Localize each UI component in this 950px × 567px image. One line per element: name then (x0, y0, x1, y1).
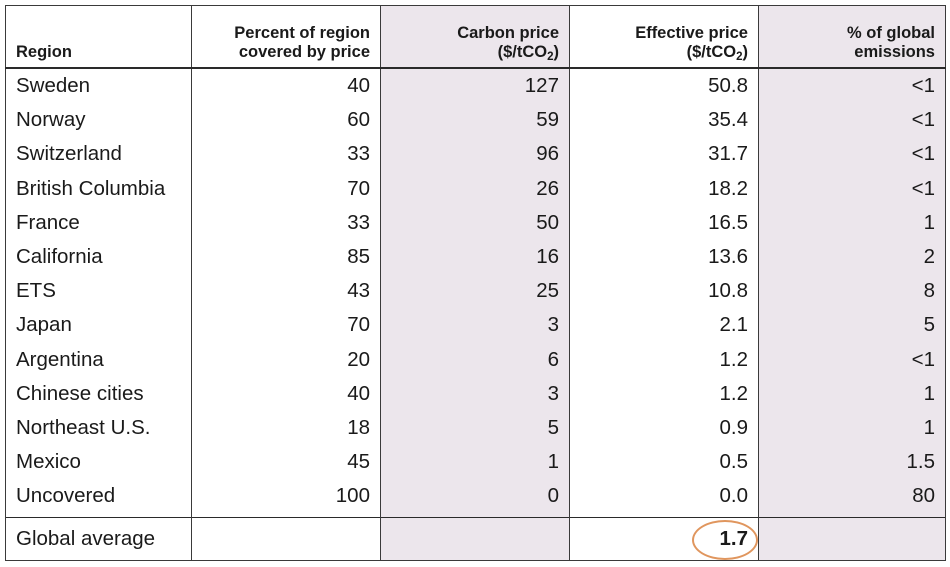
cell-global-share: 2 (758, 239, 946, 275)
cell-carbon-price: 59 (380, 103, 570, 138)
header-carbon-price-unit: ($/tCO2) (497, 43, 559, 63)
table-row: Chinese cities 40 3 1.2 1 (5, 376, 946, 411)
global-average-row: Global average 1.7 (5, 517, 946, 562)
cell-effective-price: 13.6 (569, 239, 759, 275)
cell-global-share: <1 (758, 103, 946, 138)
header-effective-price: Effective price ($/tCO2) (569, 5, 759, 69)
cell-effective-price: 1.2 (569, 376, 759, 411)
cell-region: Sweden (5, 68, 192, 104)
cell-region: Japan (5, 308, 192, 343)
cell-carbon-price: 3 (380, 376, 570, 411)
cell-global-share: 1 (758, 205, 946, 240)
global-average-carbon-price (380, 517, 570, 562)
cell-global-share: 1 (758, 410, 946, 446)
cell-region: Norway (5, 103, 192, 138)
cell-carbon-price: 5 (380, 410, 570, 446)
header-effective-price-label: Effective price (635, 24, 748, 42)
cell-carbon-price: 16 (380, 239, 570, 275)
cell-coverage: 33 (191, 205, 381, 240)
cell-coverage: 60 (191, 103, 381, 138)
cell-global-share: <1 (758, 137, 946, 172)
cell-coverage: 100 (191, 479, 381, 518)
cell-region: British Columbia (5, 171, 192, 206)
header-coverage: Percent of region covered by price (191, 5, 381, 69)
cell-coverage: 20 (191, 342, 381, 377)
cell-region: ETS (5, 274, 192, 309)
global-average-share (758, 517, 946, 562)
cell-region: Northeast U.S. (5, 410, 192, 446)
cell-region: Switzerland (5, 137, 192, 172)
table-row: Uncovered 100 0 0.0 80 (5, 479, 946, 518)
header-carbon-price-label: Carbon price (457, 24, 559, 42)
cell-coverage: 70 (191, 171, 381, 206)
table-row: France 33 50 16.5 1 (5, 205, 946, 240)
header-carbon-price: Carbon price ($/tCO2) (380, 5, 570, 69)
table-body: Sweden 40 127 50.8 <1 Norway 60 59 35.4 <1 Switzer… (5, 68, 946, 518)
cell-coverage: 70 (191, 308, 381, 343)
cell-effective-price: 18.2 (569, 171, 759, 206)
cell-region: California (5, 239, 192, 275)
cell-region: France (5, 205, 192, 240)
cell-coverage: 85 (191, 239, 381, 275)
cell-effective-price: 16.5 (569, 205, 759, 240)
cell-region: Uncovered (5, 479, 192, 518)
table-row: ETS 43 25 10.8 8 (5, 274, 946, 309)
cell-global-share: 5 (758, 308, 946, 343)
cell-effective-price: 10.8 (569, 274, 759, 309)
cell-carbon-price: 25 (380, 274, 570, 309)
cell-global-share: 1.5 (758, 445, 946, 480)
cell-effective-price: 31.7 (569, 137, 759, 172)
table-row: Argentina 20 6 1.2 <1 (5, 342, 946, 377)
cell-effective-price: 0.0 (569, 479, 759, 518)
cell-effective-price: 0.5 (569, 445, 759, 480)
cell-region: Chinese cities (5, 376, 192, 411)
cell-carbon-price: 26 (380, 171, 570, 206)
cell-region: Argentina (5, 342, 192, 377)
cell-effective-price: 0.9 (569, 410, 759, 446)
cell-region: Mexico (5, 445, 192, 480)
table-row: Mexico 45 1 0.5 1.5 (5, 445, 946, 480)
highlight-circle (692, 520, 758, 561)
cell-global-share: 1 (758, 376, 946, 411)
header-effective-price-unit: ($/tCO2) (686, 43, 748, 63)
table-row: Japan 70 3 2.1 5 (5, 308, 946, 343)
cell-global-share: <1 (758, 342, 946, 377)
cell-coverage: 40 (191, 68, 381, 104)
cell-effective-price: 2.1 (569, 308, 759, 343)
cell-carbon-price: 96 (380, 137, 570, 172)
cell-carbon-price: 0 (380, 479, 570, 518)
cell-coverage: 40 (191, 376, 381, 411)
global-average-label: Global average (5, 517, 192, 562)
cell-global-share: 80 (758, 479, 946, 518)
cell-effective-price: 50.8 (569, 68, 759, 104)
cell-effective-price: 35.4 (569, 103, 759, 138)
table-row: Switzerland 33 96 31.7 <1 (5, 137, 946, 172)
table-row: Northeast U.S. 18 5 0.9 1 (5, 410, 946, 446)
cell-carbon-price: 6 (380, 342, 570, 377)
global-average-coverage (191, 517, 381, 562)
cell-carbon-price: 3 (380, 308, 570, 343)
global-average-value: 1.7 (719, 527, 749, 551)
table-row: British Columbia 70 26 18.2 <1 (5, 171, 946, 206)
cell-carbon-price: 50 (380, 205, 570, 240)
cell-effective-price: 1.2 (569, 342, 759, 377)
header-row: Region Percent of region covered by pric… (5, 5, 946, 69)
header-global-share: % of global emissions (758, 5, 946, 69)
cell-global-share: <1 (758, 68, 946, 104)
cell-global-share: <1 (758, 171, 946, 206)
table-row: Norway 60 59 35.4 <1 (5, 103, 946, 138)
table-row: Sweden 40 127 50.8 <1 (5, 68, 946, 104)
table-row: California 85 16 13.6 2 (5, 239, 946, 275)
cell-global-share: 8 (758, 274, 946, 309)
cell-coverage: 33 (191, 137, 381, 172)
cell-coverage: 43 (191, 274, 381, 309)
cell-carbon-price: 127 (380, 68, 570, 104)
global-average-effective-price: 1.7 (569, 517, 759, 562)
carbon-price-table: Region Percent of region covered by pric… (5, 5, 946, 562)
cell-coverage: 18 (191, 410, 381, 446)
header-region: Region (5, 5, 192, 69)
cell-coverage: 45 (191, 445, 381, 480)
cell-carbon-price: 1 (380, 445, 570, 480)
